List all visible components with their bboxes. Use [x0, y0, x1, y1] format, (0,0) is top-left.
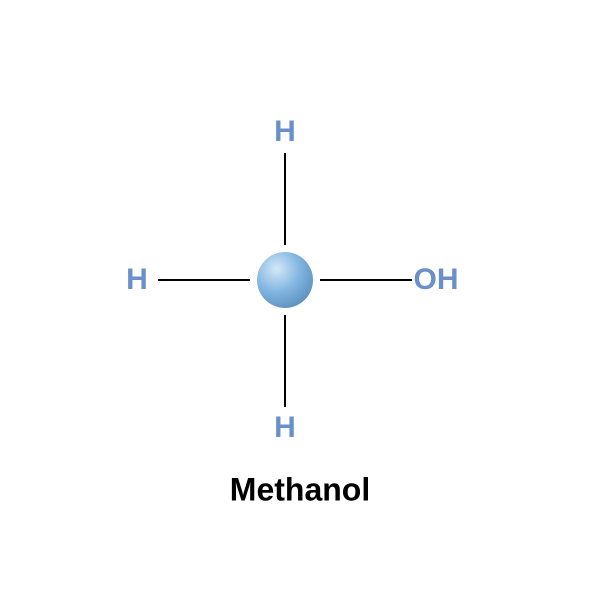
hydrogen-label-left: H — [126, 263, 148, 297]
bond-left — [158, 279, 250, 281]
bond-right — [320, 279, 412, 281]
hydrogen-label-top: H — [274, 115, 296, 149]
molecule-title: Methanol — [230, 472, 370, 509]
molecule-diagram: H H H OH Methanol — [0, 0, 600, 600]
hydrogen-label-bottom: H — [274, 411, 296, 445]
bond-bottom — [284, 315, 286, 407]
carbon-atom-sphere — [257, 252, 313, 308]
hydroxyl-label-right: OH — [414, 263, 459, 297]
bond-top — [284, 153, 286, 245]
